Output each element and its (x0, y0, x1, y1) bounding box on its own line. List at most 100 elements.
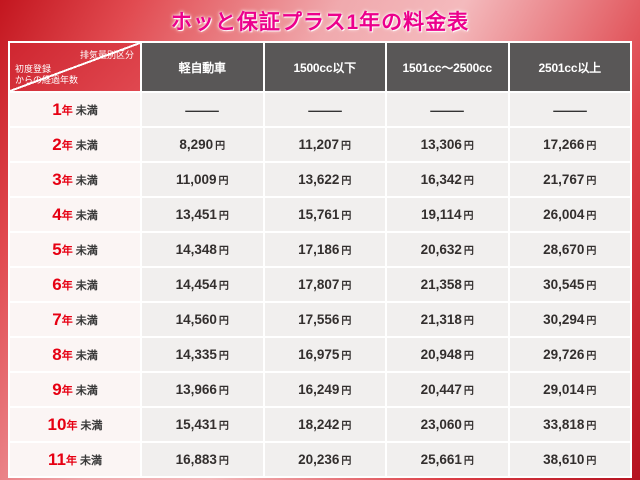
row-label: 11 年未満 (10, 443, 140, 476)
price-cell: 21,767 円 (509, 163, 630, 196)
row-year-kanji: 年 (61, 174, 73, 187)
price-value: 17,266 (543, 137, 585, 152)
price-value: 16,342 (420, 172, 462, 187)
price-value: 33,818 (543, 417, 585, 432)
price-unit: 円 (463, 316, 474, 327)
no-price-dash: — (307, 101, 342, 118)
row-year-number: 9 (52, 379, 62, 399)
price-unit: 円 (341, 246, 352, 257)
row-label-suffix: 未満 (75, 209, 98, 222)
row-year-kanji: 年 (61, 104, 73, 117)
price-value: 17,186 (298, 242, 340, 257)
row-label: 6 年未満 (10, 268, 140, 301)
price-unit: 円 (463, 281, 474, 292)
no-price-dash: — (430, 101, 465, 118)
price-unit: 円 (463, 351, 474, 362)
row-year-kanji: 年 (61, 384, 73, 397)
price-value: 14,560 (175, 312, 217, 327)
price-unit: 円 (215, 141, 226, 152)
price-cell: 19,114 円 (387, 198, 508, 231)
row-label-suffix: 未満 (80, 419, 103, 432)
price-cell: 20,632 円 (387, 233, 508, 266)
corner-header-cell: 排気量別区分 初度登録 からの経過年数 (10, 43, 140, 91)
price-value: 20,948 (420, 347, 462, 362)
row-year-kanji: 年 (61, 349, 73, 362)
price-value: 16,883 (175, 452, 217, 467)
price-unit: 円 (463, 176, 474, 187)
price-unit: 円 (341, 316, 352, 327)
price-value: 16,975 (298, 347, 340, 362)
column-header-1501-2500: 1501cc〜2500cc (387, 43, 508, 91)
row-label-suffix: 未満 (79, 454, 102, 467)
price-value: 13,622 (298, 172, 340, 187)
row-year-kanji: 年 (61, 244, 73, 257)
price-value: 28,670 (543, 242, 585, 257)
price-unit: 円 (463, 386, 474, 397)
price-unit: 円 (218, 386, 229, 397)
price-value: 29,014 (543, 382, 585, 397)
price-cell: 20,236 円 (264, 443, 385, 476)
price-cell: 16,249 円 (264, 373, 385, 406)
price-cell: 30,294 円 (509, 303, 630, 336)
price-unit: 円 (341, 211, 352, 222)
price-unit: 円 (586, 176, 597, 187)
row-year-number: 2 (52, 134, 62, 154)
price-unit: 円 (463, 246, 474, 257)
corner-top-label: 排気量別区分 (79, 50, 134, 60)
price-value: 26,004 (543, 207, 585, 222)
row-label: 3 年未満 (10, 163, 140, 196)
row-year-kanji: 年 (61, 139, 73, 152)
column-header-kei: 軽自動車 (142, 43, 263, 91)
price-value: 8,290 (179, 137, 214, 152)
row-label: 4 年未満 (10, 198, 140, 231)
price-unit: 円 (341, 281, 352, 292)
price-value: 11,009 (175, 172, 217, 187)
row-year-number: 10 (47, 414, 67, 434)
row-year-kanji: 年 (61, 279, 73, 292)
price-value: 30,294 (543, 312, 585, 327)
price-cell: — (142, 93, 263, 126)
price-cell: 21,318 円 (387, 303, 508, 336)
row-label: 8 年未満 (10, 338, 140, 371)
row-label-suffix: 未満 (75, 314, 98, 327)
no-price-dash: — (185, 101, 220, 118)
price-cell: 21,358 円 (387, 268, 508, 301)
price-cell: 20,447 円 (387, 373, 508, 406)
price-unit: 円 (586, 316, 597, 327)
price-value: 14,348 (175, 242, 217, 257)
price-unit: 円 (586, 141, 597, 152)
page-title: ホッと保証プラス1年の料金表 (170, 11, 470, 34)
price-value: 13,966 (175, 382, 217, 397)
price-unit: 円 (218, 246, 229, 257)
price-unit: 円 (463, 456, 474, 467)
row-label-suffix: 未満 (75, 349, 98, 362)
row-year-number: 4 (52, 204, 62, 224)
price-cell: 33,818 円 (509, 408, 630, 441)
column-header-1500: 1500cc以下 (264, 43, 385, 91)
row-year-number: 6 (52, 274, 62, 294)
row-year-kanji: 年 (61, 314, 73, 327)
price-value: 17,556 (298, 312, 340, 327)
row-label-suffix: 未満 (75, 139, 98, 152)
price-cell: 13,306 円 (387, 128, 508, 161)
price-cell: 16,883 円 (142, 443, 263, 476)
price-cell: 14,348 円 (142, 233, 263, 266)
price-unit: 円 (586, 386, 597, 397)
price-value: 20,236 (298, 452, 340, 467)
price-cell: 14,560 円 (142, 303, 263, 336)
price-value: 21,318 (420, 312, 462, 327)
price-unit: 円 (586, 351, 597, 362)
price-cell: 29,726 円 (509, 338, 630, 371)
price-cell: 28,670 円 (509, 233, 630, 266)
price-value: 14,454 (175, 277, 217, 292)
price-cell: 14,454 円 (142, 268, 263, 301)
row-year-number: 11 (48, 449, 66, 469)
row-year-number: 3 (52, 169, 62, 189)
price-value: 14,335 (175, 347, 217, 362)
row-label: 2 年未満 (10, 128, 140, 161)
price-value: 30,545 (543, 277, 585, 292)
price-cell: — (264, 93, 385, 126)
price-value: 25,661 (420, 452, 462, 467)
price-unit: 円 (218, 176, 229, 187)
price-cell: 17,807 円 (264, 268, 385, 301)
